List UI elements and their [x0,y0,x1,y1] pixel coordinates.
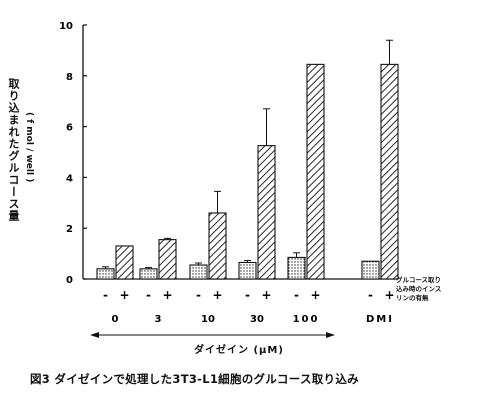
y-tick-label: 2 [66,224,73,235]
insulin-sign-label: + [212,288,222,302]
legend-note-line: グルコース取り [396,276,442,284]
legend-note-line: 込み時のインス [396,285,442,293]
bar [158,239,177,280]
bar [238,261,257,280]
group-label: 100 [293,314,320,325]
bar [139,268,158,280]
insulin-sign-label: + [119,288,129,302]
arrow-head-right [326,332,335,338]
group-label: DMI [366,314,394,325]
y-tick-label: 8 [66,72,73,83]
insulin-sign-label: + [261,288,271,302]
bar [257,145,276,280]
bar [208,212,227,280]
bar [287,256,306,280]
group-label: 30 [250,314,264,325]
bar [189,264,208,280]
y-tick-label: 0 [66,275,73,286]
y-tick-label: 6 [66,123,73,134]
y-tick-label: 10 [59,21,73,32]
insulin-sign-label: - [196,288,201,302]
bar [380,63,399,280]
arrow-head-left [90,332,99,338]
y-axis-label: 取り込まれたグルコース量 [7,78,20,222]
bar [96,268,115,280]
legend-note-line: リンの有無 [396,294,429,302]
bar [361,260,380,280]
insulin-sign-label: - [103,288,108,302]
figure-caption: 図3 ダイゼインで処理した3T3-L1細胞のグルコース取り込み [30,372,359,386]
insulin-sign-label: + [310,288,320,302]
insulin-sign-label: - [368,288,373,302]
insulin-sign-label: + [162,288,172,302]
bar [115,245,134,280]
group-label: 10 [201,314,215,325]
insulin-sign-label: - [294,288,299,302]
insulin-sign-label: - [245,288,250,302]
insulin-sign-label: - [146,288,151,302]
bar [306,63,325,280]
y-tick-label: 4 [66,173,73,184]
legend-note: グルコース取り 込み時のインス リンの有無 [396,276,476,303]
insulin-sign-label: + [384,288,394,302]
y-axis-unit: ( f mol / well ) [24,112,34,183]
group-label: 3 [155,314,162,325]
group-label: 0 [112,314,119,325]
x-axis-title: ダイゼイン (μM) [194,345,284,356]
